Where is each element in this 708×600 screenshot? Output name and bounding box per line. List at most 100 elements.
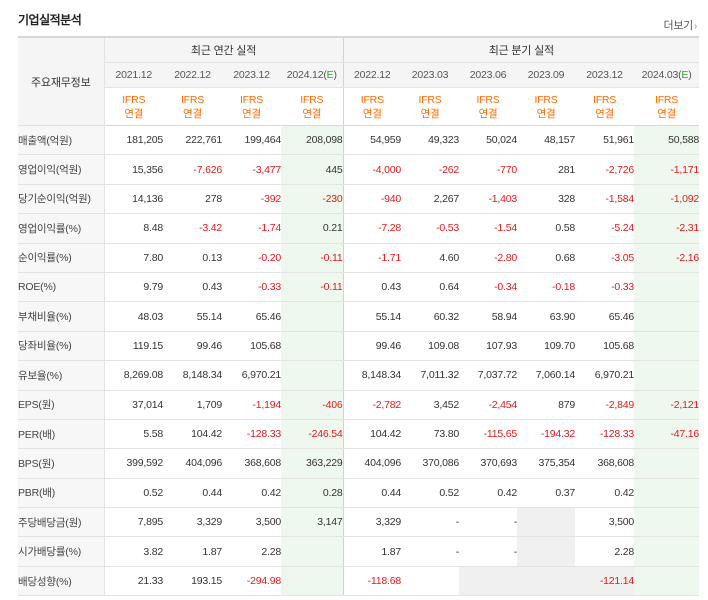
table-cell: 0.43 (163, 272, 222, 303)
table-cell: 0.68 (517, 243, 575, 273)
table-cell: 6,970.21 (222, 360, 281, 391)
table-cell: -406 (281, 389, 344, 420)
ifrs-basis: 연결 (124, 107, 144, 120)
ifrs-label: IFRS (180, 93, 205, 106)
table-cell: -3.05 (575, 243, 634, 273)
table-cell: -115.65 (459, 419, 517, 450)
table-cell (634, 301, 700, 332)
table-row: 당좌비율(%) 119.15 99.46 105.68 99.46 109.08 107.9… (18, 331, 700, 362)
ifrs-basis-cell: IFRS 연결 (401, 87, 460, 126)
row-label: 유보율(%) (18, 360, 105, 391)
period-header: 2024.03(E) (634, 62, 700, 88)
table-cell: 208,098 (281, 125, 344, 156)
table-cell (634, 272, 700, 303)
table-cell: 3,452 (401, 389, 459, 420)
table-cell (634, 507, 700, 538)
ifrs-label: IFRS (654, 93, 679, 106)
table-cell: 8.48 (104, 213, 163, 244)
table-cell (634, 536, 700, 567)
table-cell: 0.13 (163, 243, 222, 273)
period-header: 2022.12 (343, 62, 402, 88)
ifrs-label: IFRS (360, 93, 384, 106)
row-label: EPS(원) (18, 389, 105, 420)
period-label: 2023.09 (527, 69, 565, 81)
table-cell: 9.79 (104, 272, 163, 303)
table-cell: 14,136 (104, 184, 163, 215)
ifrs-basis-cell: IFRS 연결 (104, 87, 163, 126)
table-cell: 119.15 (104, 331, 163, 362)
table-cell (517, 566, 576, 597)
table-cell: 105.68 (222, 331, 281, 362)
period-label: 2023.12 (233, 69, 270, 81)
table-cell (281, 360, 344, 391)
table-cell: 3,500 (222, 507, 281, 538)
ifrs-label: IFRS (476, 93, 500, 106)
table-cell: 3.82 (104, 536, 163, 567)
row-label: 영업이익(억원) (18, 154, 105, 185)
table-cell: 0.37 (517, 478, 575, 509)
table-cell: 7,037.72 (459, 360, 517, 391)
table-cell: -47.16 (634, 419, 699, 450)
ifrs-label: IFRS (418, 93, 442, 106)
row-label: 순이익률(%) (18, 243, 105, 273)
table-cell: 368,608 (575, 448, 634, 479)
table-cell: -5.24 (575, 213, 634, 244)
ifrs-basis: 연결 (242, 107, 261, 120)
row-label: 시가배당률(%) (18, 536, 105, 567)
table-row: 부채비율(%) 48.03 55.14 65.46 55.14 60.32 58.94 63.… (18, 301, 700, 332)
table-cell: 109.70 (517, 331, 575, 362)
table-cell: 1,709 (163, 389, 222, 420)
table-cell: -194.32 (517, 419, 575, 450)
table-cell: 48,157 (517, 125, 575, 156)
period-label: 2023.03 (411, 69, 449, 81)
ifrs-label: IFRS (122, 93, 146, 106)
table-cell: 8,148.34 (343, 360, 401, 391)
ifrs-basis: 연결 (657, 107, 677, 120)
table-row: BPS(원) 399,592 404,096 368,608 363,229 404,09… (18, 448, 700, 479)
ifrs-basis-cell: IFRS 연결 (634, 87, 700, 126)
table-cell: 281 (517, 154, 575, 185)
table-cell: 99.46 (343, 331, 401, 362)
ifrs-label: IFRS (534, 93, 558, 106)
table-cell: 222,761 (163, 125, 222, 156)
table-cell: 109.08 (401, 331, 459, 362)
table-cell: - (459, 536, 517, 567)
table-cell (634, 478, 700, 509)
table-cell: 0.58 (517, 213, 575, 244)
table-cell: 105.68 (575, 331, 634, 362)
table-cell: 58.94 (459, 301, 517, 332)
table-cell: -2,121 (634, 389, 699, 420)
table-cell: 3,329 (163, 507, 222, 538)
row-label: 매출액(억원) (18, 125, 105, 156)
table-cell: 8,269.08 (104, 360, 163, 391)
table-cell: 181,205 (104, 125, 163, 156)
more-link[interactable]: 더보기› (664, 17, 698, 33)
table-cell: -392 (222, 184, 281, 215)
table-cell: 0.44 (343, 478, 401, 509)
table-cell: 0.28 (281, 478, 344, 509)
table-row: 유보율(%) 8,269.08 8,148.34 6,970.21 8,148.34 7,… (18, 360, 700, 391)
period-header: 2023.06 (459, 62, 518, 88)
ifrs-basis-cell: IFRS 연결 (575, 87, 635, 126)
table-cell: 445 (281, 154, 344, 185)
table-cell: -0.34 (459, 272, 517, 303)
row-label: 부채비율(%) (18, 301, 105, 332)
table-cell: 328 (517, 184, 575, 215)
table-cell (459, 566, 518, 597)
table-cell: 0.44 (163, 478, 222, 509)
row-label: PBR(배) (18, 478, 105, 509)
table-cell: 404,096 (163, 448, 222, 479)
table-cell: 0.43 (343, 272, 401, 303)
chevron-right-icon: › (693, 21, 697, 32)
row-label: PER(배) (18, 419, 105, 450)
table-cell: 7,895 (104, 507, 163, 538)
row-header: 주요재무정보 (18, 36, 105, 126)
ifrs-basis: 연결 (478, 107, 498, 120)
table-cell: 0.52 (104, 478, 163, 509)
period-label: 2021.12 (115, 69, 153, 81)
table-cell: -0.18 (517, 272, 575, 303)
table-cell: 21.33 (104, 566, 163, 597)
table-cell: -0.33 (222, 272, 281, 303)
table-cell: - (401, 507, 459, 538)
table-cell: 3,500 (575, 507, 634, 538)
